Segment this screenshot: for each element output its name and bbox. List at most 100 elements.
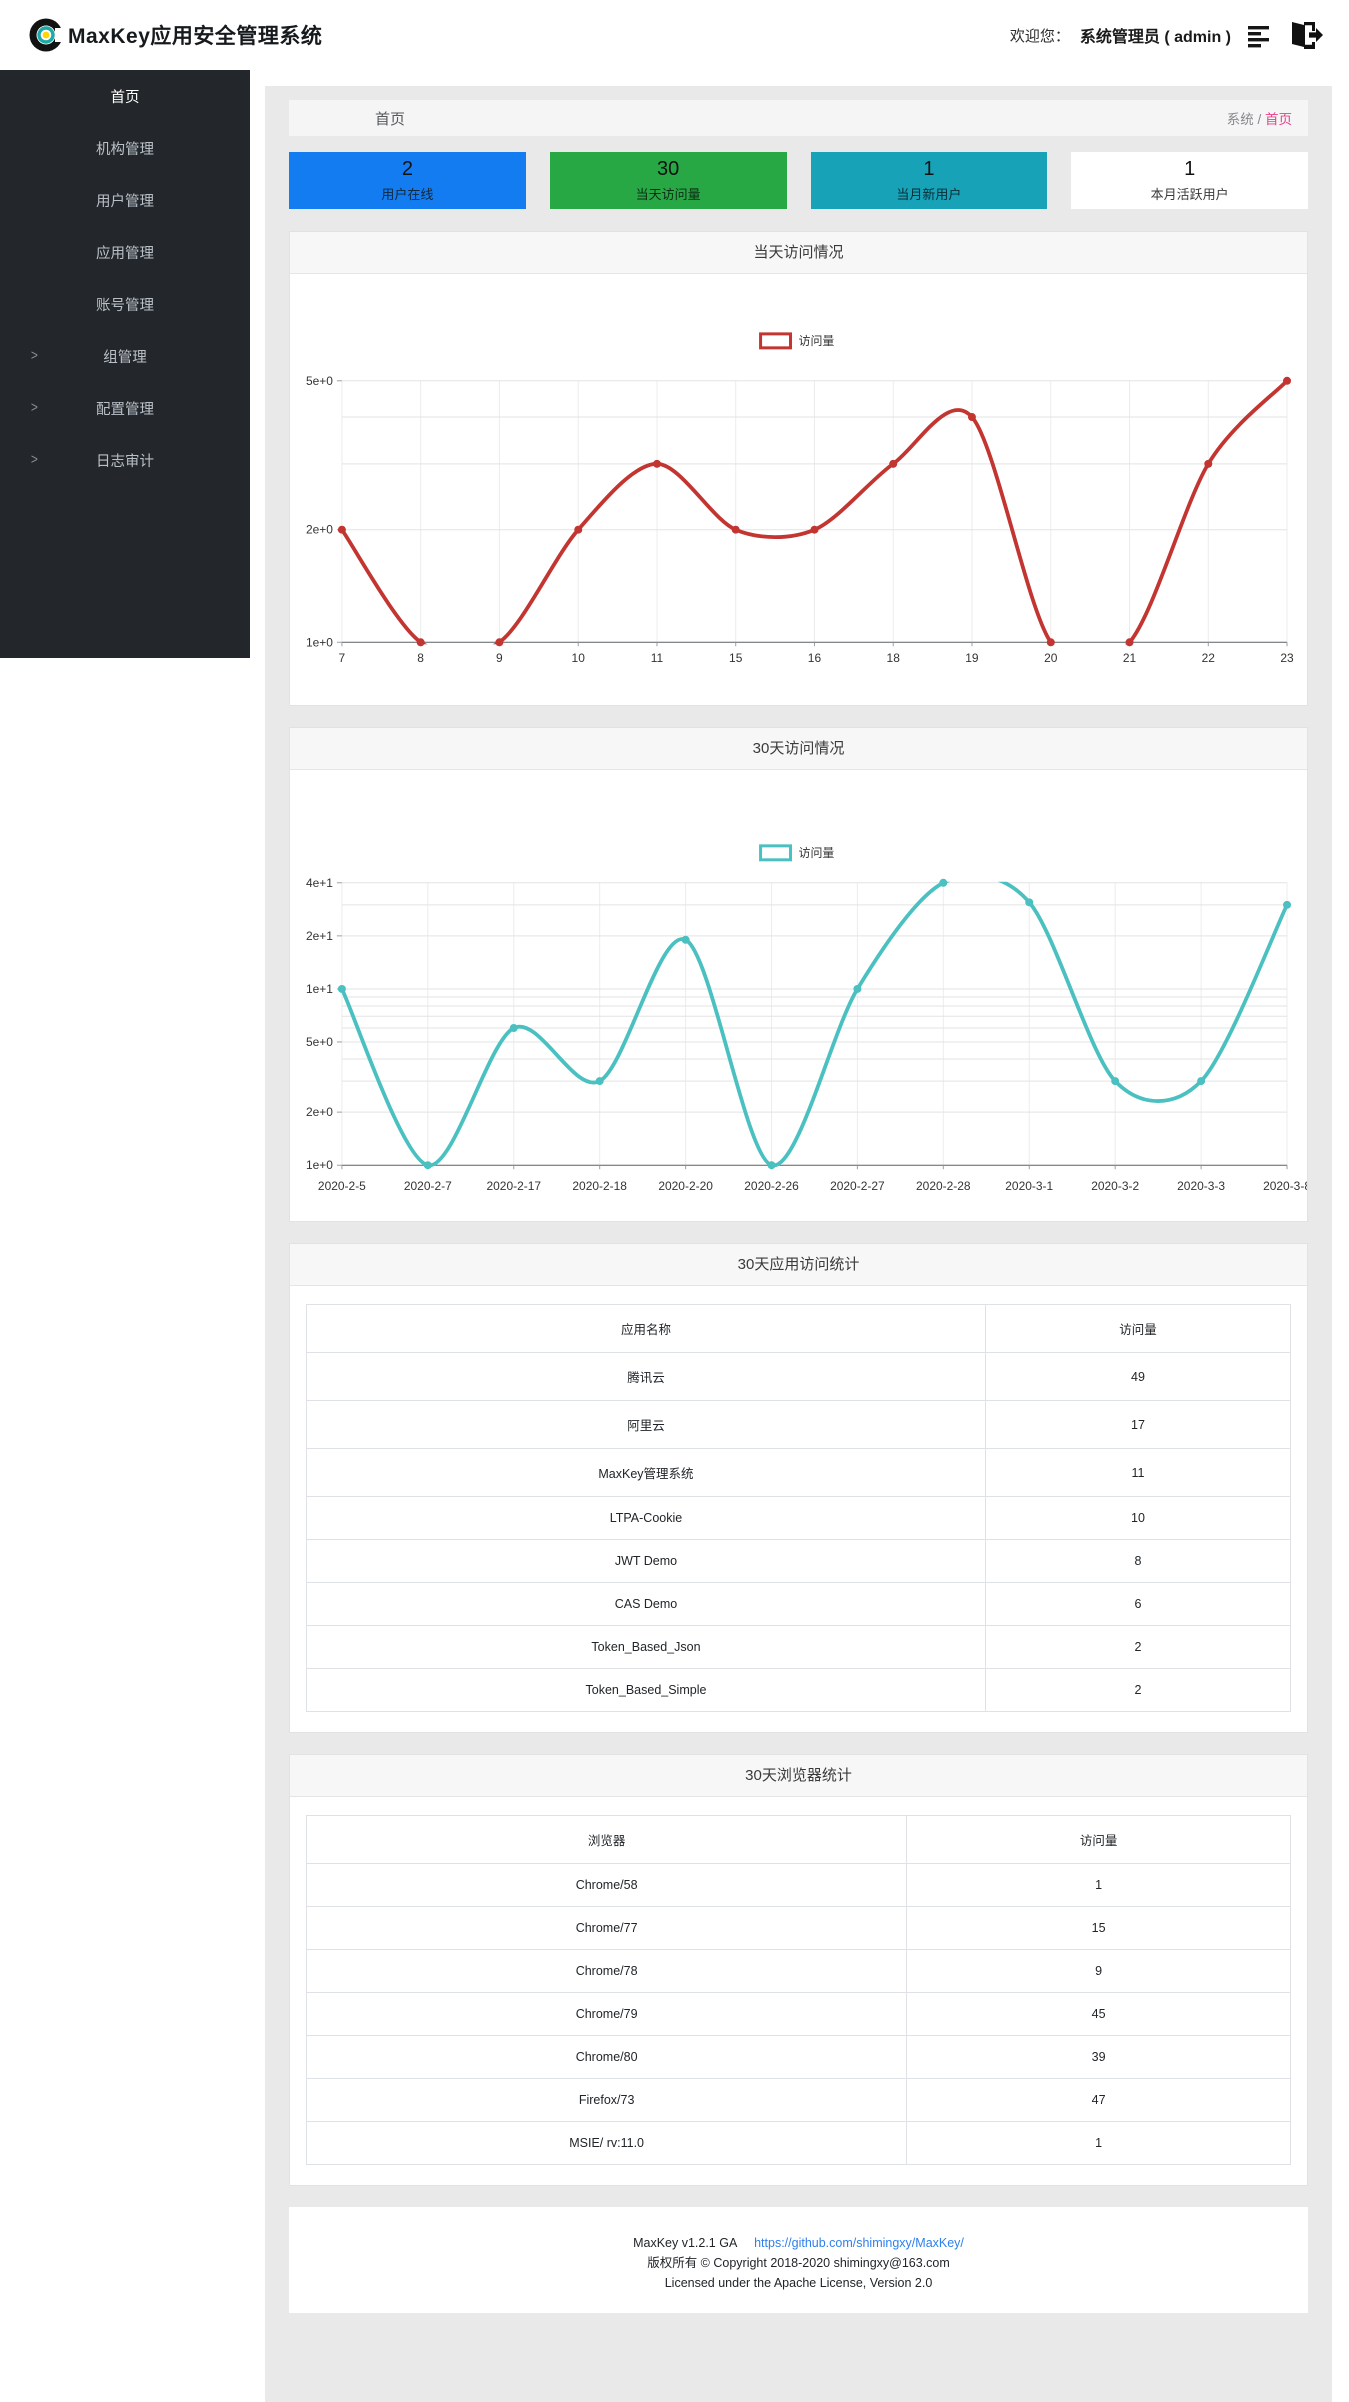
svg-text:2e+0: 2e+0 <box>306 523 333 537</box>
welcome-label: 欢迎您： <box>1009 27 1070 45</box>
svg-text:11: 11 <box>651 651 664 665</box>
table-cell: Token_Based_Simple <box>306 1668 986 1713</box>
table-row: Token_Based_Json 2 <box>306 1625 1292 1670</box>
sidebar-item-home[interactable]: 首页 <box>0 70 250 122</box>
main-area: 首页 系统 / 首页 2 用户在线 30 当天访问量 1 当月新用户 1 本月活跃用户 当天访… <box>250 70 1349 2402</box>
svg-text:2e+0: 2e+0 <box>306 1105 333 1119</box>
svg-text:4e+1: 4e+1 <box>306 876 333 890</box>
app-title: MaxKey应用安全管理系统 <box>68 25 323 48</box>
svg-text:23: 23 <box>1280 651 1294 665</box>
table-cell: CAS Demo <box>306 1582 986 1627</box>
sidebar-item-org[interactable]: 机构管理 <box>0 122 250 174</box>
list-icon[interactable] <box>1245 20 1275 50</box>
table-cell: Firefox/73 <box>305 2078 908 2123</box>
table-cell: 6 <box>984 1582 1292 1627</box>
brand[interactable]: MaxKey应用安全管理系统 <box>28 16 322 54</box>
chevron-right-icon: > <box>30 450 38 468</box>
table-cell: 9 <box>906 1949 1291 1994</box>
sign-out-icon[interactable] <box>1289 19 1323 51</box>
stat-value: 30 <box>657 158 680 180</box>
sidebar-item-label: 用户管理 <box>96 193 154 210</box>
svg-text:1e+0: 1e+0 <box>306 635 333 649</box>
table-cell: 49 <box>984 1352 1292 1402</box>
svg-text:2020-3-8: 2020-3-8 <box>1263 1179 1307 1193</box>
today-visits-chart[interactable]: 5e+0 2e+0 1e+0 7 8 9 10 11 15 16 18 19 20 21 22 23 访问量 <box>290 274 1307 705</box>
table-row: CAS Demo 6 <box>306 1582 1292 1627</box>
svg-text:2020-3-1: 2020-3-1 <box>1005 1179 1053 1193</box>
current-user: 系统管理员 ( admin ) <box>1079 29 1231 46</box>
svg-text:1e+1: 1e+1 <box>306 982 333 996</box>
sidebar-item-label: 机构管理 <box>96 141 154 158</box>
stat-card-month-new-users[interactable]: 1 当月新用户 <box>810 152 1048 209</box>
svg-text:2020-2-17: 2020-2-17 <box>486 1179 541 1193</box>
sidebar-item-users[interactable]: 用户管理 <box>0 174 250 226</box>
sidebar: 首页机构管理用户管理应用管理账号管理 > 组管理 > 配置管理 > 日志审计 <box>0 70 250 658</box>
monthly-visits-chart[interactable]: 4e+1 2e+1 1e+1 5e+0 2e+0 1e+0 2020-2-5 2020-2-7… <box>290 770 1307 1221</box>
page-title: 首页 <box>375 110 406 128</box>
stat-card-users-online[interactable]: 2 用户在线 <box>289 152 526 209</box>
stat-label: 用户在线 <box>381 187 434 202</box>
svg-text:2020-2-5: 2020-2-5 <box>318 1179 366 1193</box>
chevron-right-icon: > <box>30 346 38 364</box>
column-header: 应用名称 <box>306 1304 986 1354</box>
table-cell: Chrome/79 <box>305 1992 908 2037</box>
stat-card-today-visits[interactable]: 30 当天访问量 <box>549 152 787 209</box>
table-row: Chrome/79 45 <box>305 1992 1291 2037</box>
svg-text:2020-3-2: 2020-3-2 <box>1091 1179 1139 1193</box>
table-header-row: 浏览器 访问量 <box>305 1815 1291 1865</box>
table-cell: 17 <box>984 1400 1292 1450</box>
app-visits-stats-title: 30天应用访问统计 <box>290 1244 1307 1287</box>
table-cell: 2 <box>984 1625 1292 1670</box>
table-cell: Chrome/80 <box>305 2035 908 2080</box>
svg-text:18: 18 <box>887 651 901 665</box>
footer-version: MaxKey v1.2.1 GA <box>633 2236 737 2251</box>
table-row: Chrome/77 15 <box>305 1906 1291 1951</box>
svg-text:2020-3-3: 2020-3-3 <box>1177 1179 1225 1193</box>
table-row: 阿里云 17 <box>306 1400 1292 1450</box>
svg-text:2020-2-28: 2020-2-28 <box>916 1179 971 1193</box>
svg-text:1e+0: 1e+0 <box>306 1158 333 1172</box>
stat-card-month-active-users[interactable]: 1 本月活跃用户 <box>1071 152 1308 209</box>
sidebar-item-audit[interactable]: > 日志审计 <box>0 434 250 486</box>
table-row: JWT Demo 8 <box>306 1539 1292 1584</box>
sidebar-item-apps[interactable]: 应用管理 <box>0 226 250 278</box>
table-cell: Chrome/58 <box>305 1863 908 1908</box>
sidebar-item-config[interactable]: > 配置管理 <box>0 382 250 434</box>
today-visits-card: 当天访问情况 5e+0 2e+0 1e+0 7 8 9 10 11 15 16 18 19 20 21 22… <box>289 231 1308 707</box>
app-header: MaxKey应用安全管理系统 欢迎您： 系统管理员 ( admin ) <box>0 0 1349 70</box>
sidebar-item-label: 应用管理 <box>96 245 154 262</box>
svg-text:20: 20 <box>1044 651 1058 665</box>
column-header: 访问量 <box>984 1304 1292 1354</box>
table-row: 腾讯云 49 <box>306 1352 1292 1402</box>
table-cell: 1 <box>906 1863 1291 1908</box>
table-cell: 11 <box>984 1448 1292 1498</box>
browser-stats-card: 30天浏览器统计 浏览器 访问量 Chrome/58 1 Chrome/77 15 Chro… <box>289 1754 1308 2187</box>
svg-text:8: 8 <box>417 651 424 665</box>
sidebar-item-label: 日志审计 <box>96 453 154 470</box>
table-row: MaxKey管理系统 11 <box>306 1448 1292 1498</box>
app-visits-stats-card: 30天应用访问统计 应用名称 访问量 腾讯云 49 阿里云 17 MaxKey管理系统 11 L… <box>289 1243 1308 1734</box>
svg-text:2020-2-20: 2020-2-20 <box>658 1179 713 1193</box>
sidebar-item-label: 首页 <box>110 89 140 106</box>
sidebar-item-accounts[interactable]: 账号管理 <box>0 278 250 330</box>
table-row: Chrome/80 39 <box>305 2035 1291 2080</box>
sidebar-item-groups[interactable]: > 组管理 <box>0 330 250 382</box>
svg-text:9: 9 <box>496 651 503 665</box>
svg-text:19: 19 <box>965 651 979 665</box>
breadcrumb-root[interactable]: 系统 <box>1226 112 1254 127</box>
footer: MaxKey v1.2.1 GA https://github.com/shim… <box>289 2207 1308 2314</box>
table-cell: LTPA-Cookie <box>306 1496 986 1541</box>
svg-text:21: 21 <box>1123 651 1137 665</box>
svg-text:22: 22 <box>1202 651 1216 665</box>
today-visits-card-title: 当天访问情况 <box>290 232 1307 274</box>
svg-text:5e+0: 5e+0 <box>306 1035 333 1049</box>
table-cell: MaxKey管理系统 <box>306 1448 986 1498</box>
monthly-visits-card: 30天访问情况 4e+1 2e+1 1e+1 5e+0 2e+0 1e+0 2020-2-5… <box>289 727 1308 1223</box>
app-visits-table: 应用名称 访问量 腾讯云 49 阿里云 17 MaxKey管理系统 11 LTPA-Cookie… <box>306 1304 1292 1713</box>
svg-text:16: 16 <box>808 651 822 665</box>
github-link[interactable]: https://github.com/shimingxy/MaxKey/ <box>754 2236 964 2251</box>
svg-text:2020-2-27: 2020-2-27 <box>830 1179 885 1193</box>
table-cell: 45 <box>906 1992 1291 2037</box>
stat-cards-row: 2 用户在线 30 当天访问量 1 当月新用户 1 本月活跃用户 <box>289 152 1308 209</box>
breadcrumb-current[interactable]: 首页 <box>1265 112 1292 127</box>
